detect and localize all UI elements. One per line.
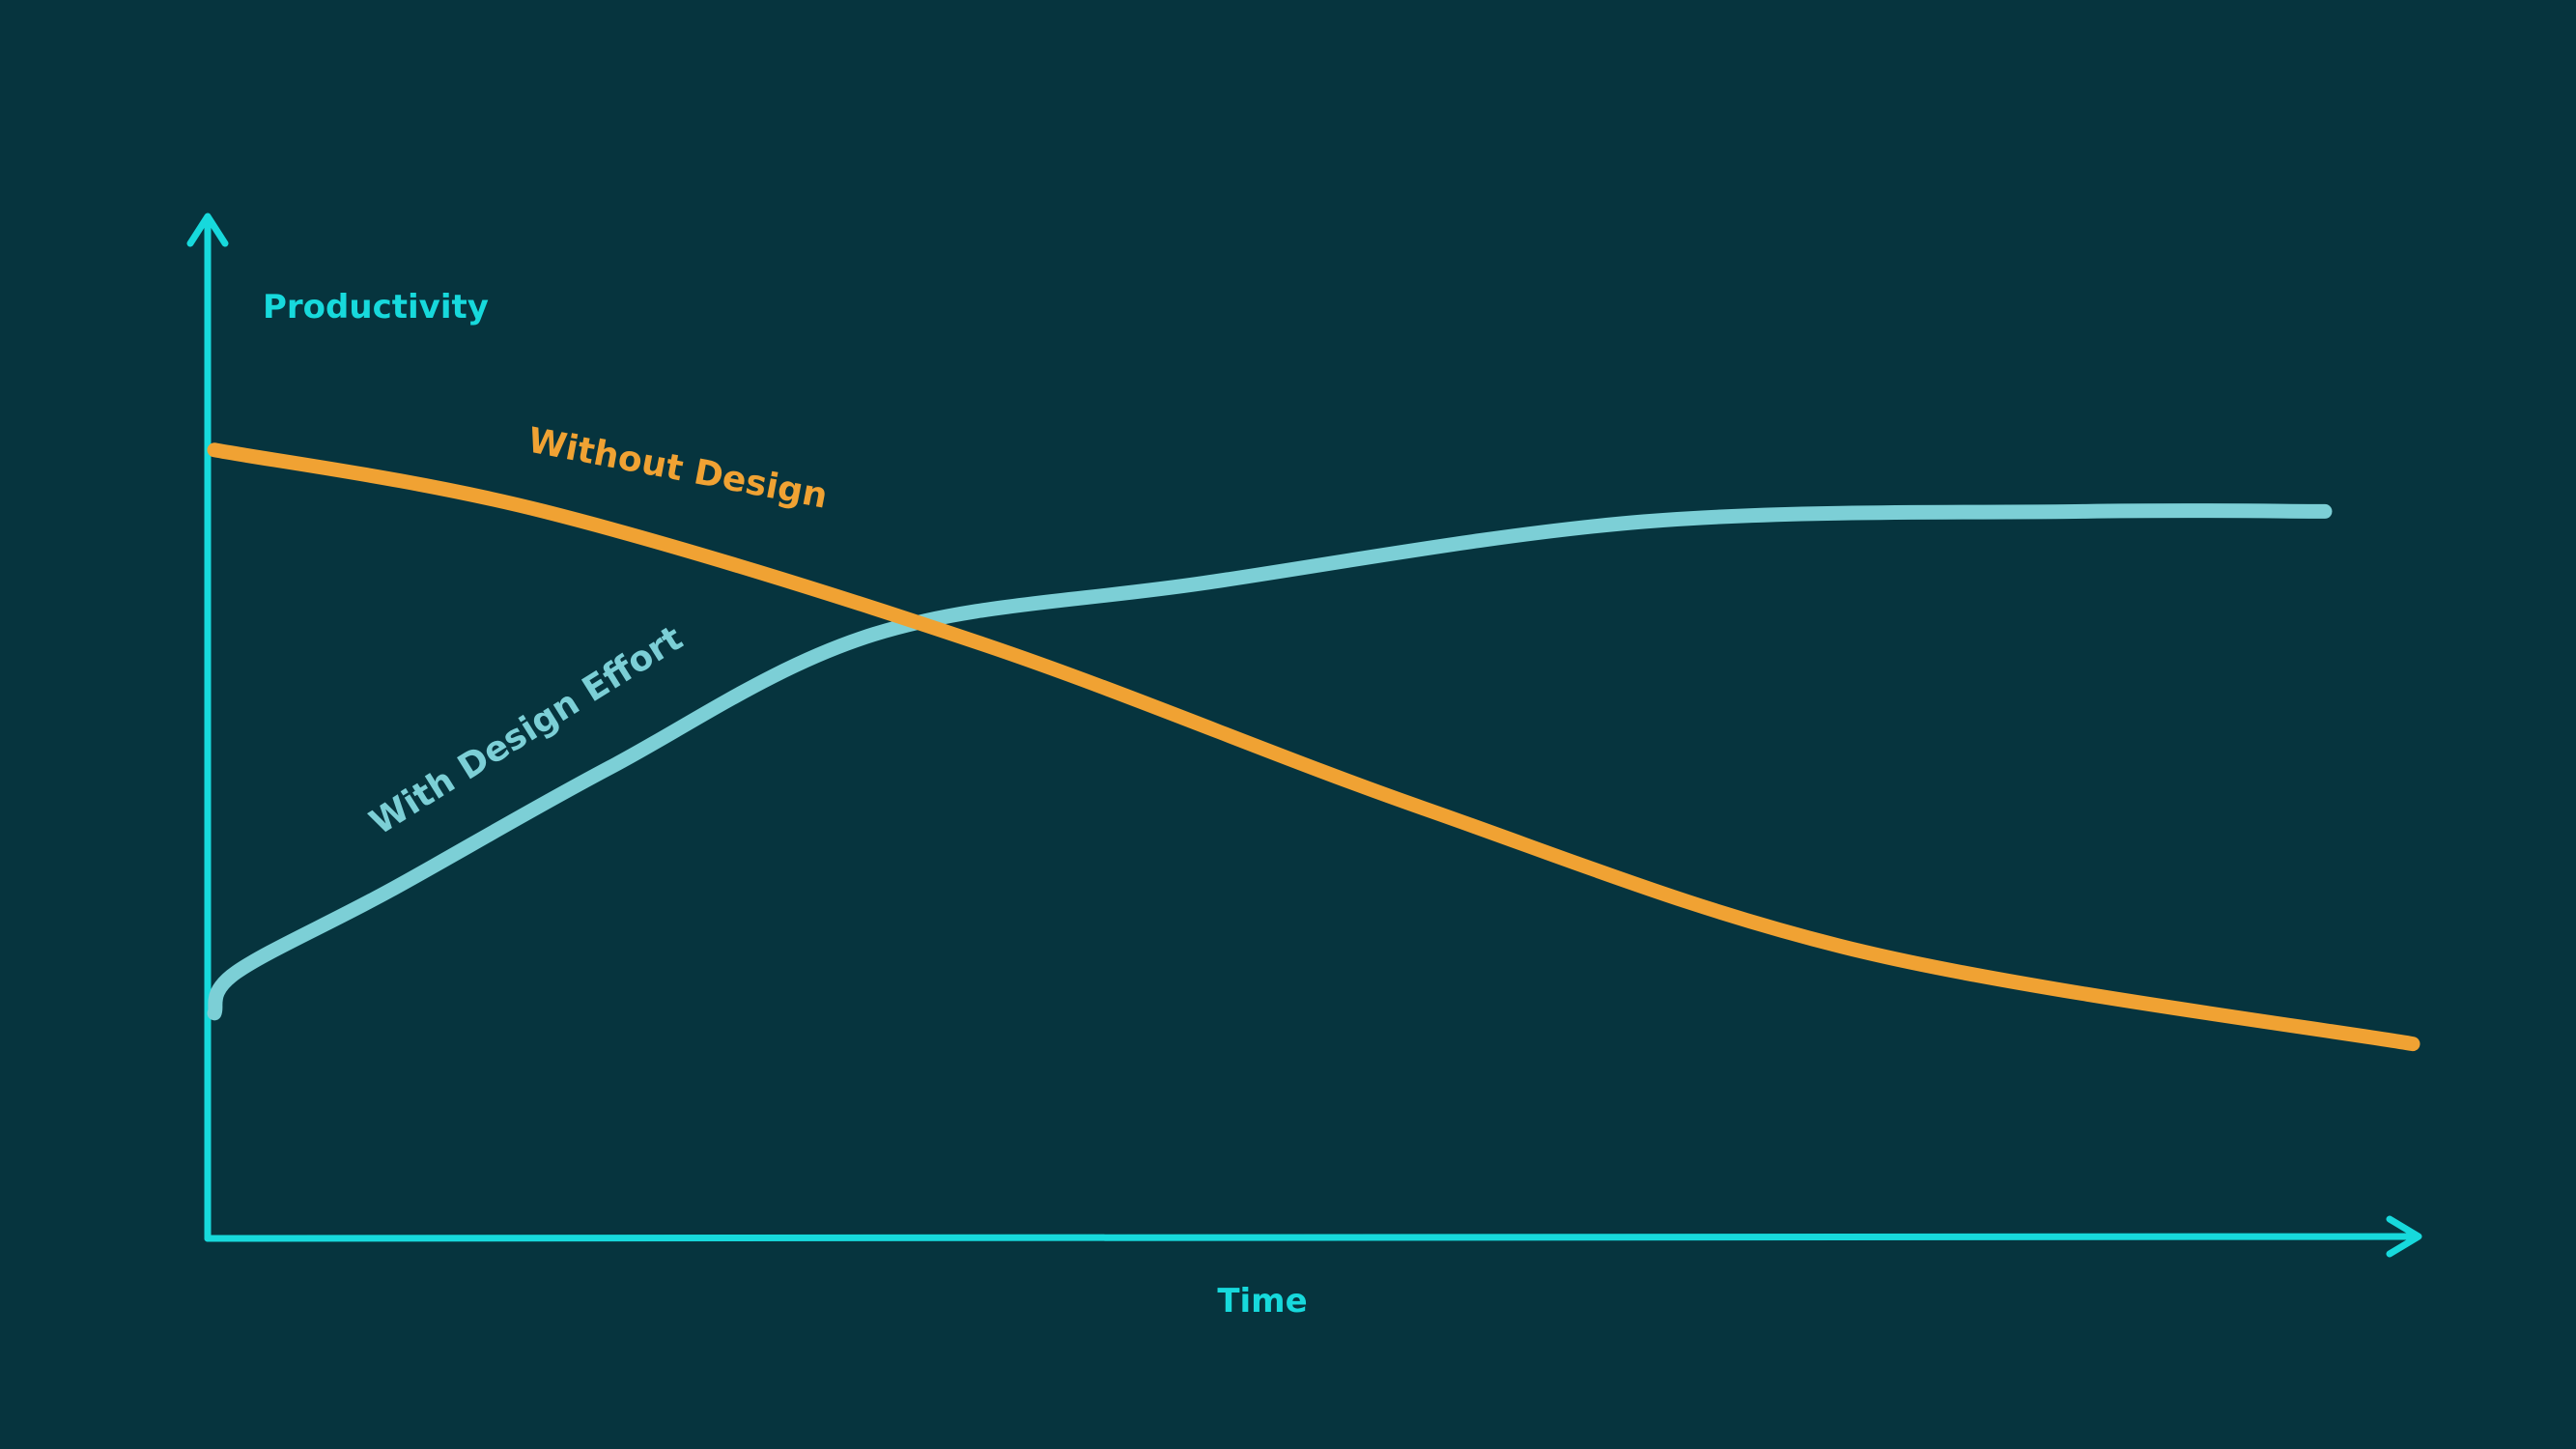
- x-axis-label: Time: [1217, 1282, 1307, 1321]
- axes: [186, 213, 2422, 1258]
- series-line-with-design-effort: [207, 503, 2333, 1021]
- y-axis-arrow: [186, 213, 229, 247]
- y-axis-label: Productivity: [263, 288, 489, 327]
- series-line-without-design: [207, 442, 2420, 1052]
- series-layer: [207, 442, 2420, 1052]
- x-axis-line: [204, 1233, 2419, 1242]
- x-axis-arrow: [2386, 1215, 2422, 1258]
